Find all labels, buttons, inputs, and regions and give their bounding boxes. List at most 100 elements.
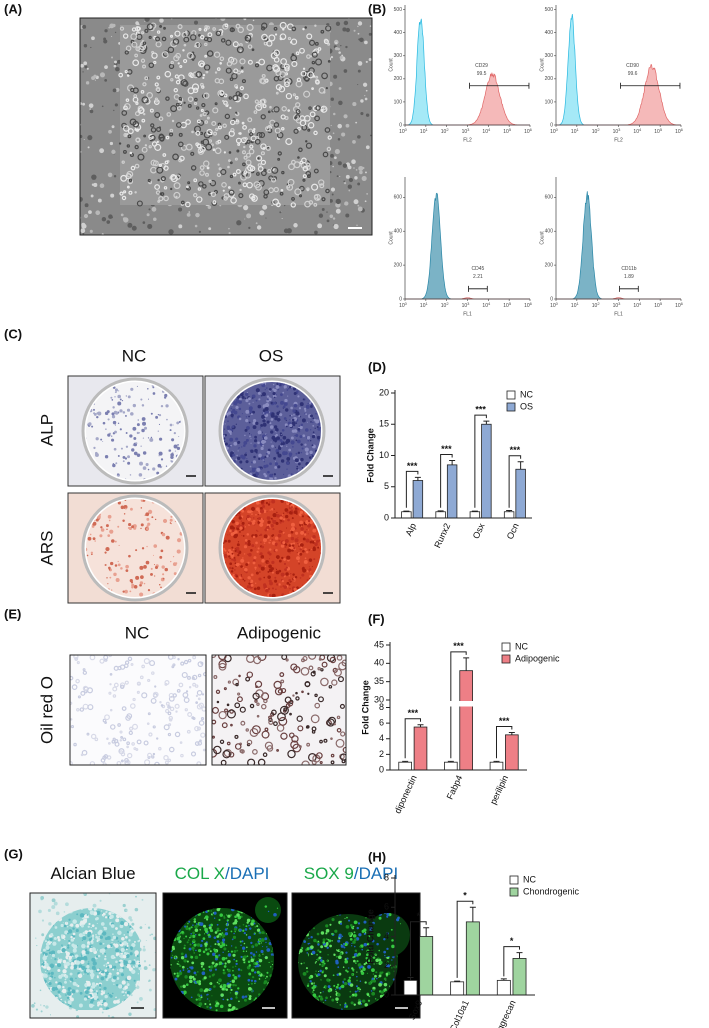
speck bbox=[289, 385, 292, 389]
x-tick-label: 102 bbox=[441, 127, 450, 135]
speck bbox=[135, 21, 139, 25]
speck bbox=[169, 522, 172, 524]
speck bbox=[108, 568, 111, 571]
speck bbox=[80, 228, 86, 234]
speck bbox=[70, 935, 73, 939]
tick-exponent: 6 bbox=[681, 127, 684, 132]
speck bbox=[172, 38, 180, 45]
speck bbox=[265, 464, 269, 468]
speck bbox=[140, 398, 143, 401]
gate-marker: CD45 bbox=[472, 266, 485, 272]
gate-marker: CD29 bbox=[475, 63, 488, 69]
speck bbox=[254, 435, 257, 439]
speck bbox=[57, 984, 62, 989]
speck bbox=[250, 470, 252, 473]
tick-base: 10 bbox=[613, 129, 619, 135]
frame bbox=[79, 17, 373, 236]
speck bbox=[84, 203, 89, 208]
speck bbox=[218, 655, 227, 661]
speck bbox=[252, 749, 258, 755]
speck bbox=[278, 559, 282, 563]
speck bbox=[96, 910, 101, 916]
speck bbox=[108, 566, 111, 570]
speck bbox=[269, 473, 273, 478]
speck bbox=[153, 60, 157, 65]
speck bbox=[236, 543, 240, 547]
speck bbox=[264, 474, 268, 478]
speck bbox=[246, 553, 249, 555]
speck bbox=[107, 514, 112, 519]
speck bbox=[322, 151, 329, 158]
speck bbox=[115, 66, 120, 72]
speck bbox=[57, 990, 61, 994]
tick-exponent: 1 bbox=[425, 301, 428, 306]
speck bbox=[144, 426, 148, 430]
speck bbox=[111, 438, 115, 442]
speck bbox=[289, 552, 291, 554]
speck bbox=[239, 447, 241, 449]
speck bbox=[87, 931, 92, 936]
speck bbox=[142, 948, 146, 952]
tick-exponent: 6 bbox=[530, 301, 533, 306]
speck bbox=[143, 657, 150, 665]
speck bbox=[291, 735, 299, 743]
speck bbox=[289, 732, 295, 739]
speck bbox=[95, 935, 99, 939]
speck bbox=[343, 114, 348, 119]
speck bbox=[61, 937, 63, 939]
speck bbox=[236, 549, 240, 553]
speck bbox=[236, 456, 241, 461]
speck bbox=[268, 411, 271, 413]
speck bbox=[290, 663, 298, 671]
speck bbox=[168, 449, 172, 452]
speck bbox=[243, 545, 248, 549]
speck bbox=[175, 710, 178, 713]
speck bbox=[78, 964, 83, 969]
speck bbox=[87, 972, 89, 975]
gate-percent: 1.89 bbox=[624, 274, 634, 280]
speck bbox=[319, 426, 321, 429]
speck bbox=[75, 989, 79, 993]
speck bbox=[293, 392, 297, 396]
speck bbox=[147, 178, 151, 183]
speck bbox=[223, 547, 226, 551]
panel-label: (G) bbox=[4, 846, 23, 861]
speck bbox=[137, 940, 140, 943]
speck bbox=[260, 555, 265, 559]
speck bbox=[99, 72, 106, 78]
speck bbox=[271, 499, 276, 504]
speck bbox=[114, 388, 119, 392]
speck bbox=[304, 547, 307, 551]
speck bbox=[183, 43, 187, 47]
speck bbox=[76, 708, 80, 712]
speck bbox=[153, 544, 158, 548]
speck bbox=[203, 160, 210, 167]
speck bbox=[250, 434, 253, 436]
speck bbox=[311, 51, 318, 58]
speck bbox=[115, 948, 120, 953]
speck bbox=[244, 453, 247, 457]
y-tick-label: 100 bbox=[545, 99, 554, 105]
speck bbox=[91, 982, 96, 986]
row-header: Oil red O bbox=[37, 676, 56, 744]
speck bbox=[61, 944, 63, 946]
speck bbox=[265, 402, 270, 408]
speck bbox=[274, 567, 276, 569]
speck bbox=[91, 553, 93, 556]
speck bbox=[298, 462, 301, 466]
speck bbox=[288, 579, 292, 582]
speck bbox=[48, 922, 52, 926]
speck bbox=[82, 232, 85, 235]
speck bbox=[260, 394, 263, 397]
speck bbox=[104, 65, 108, 70]
speck bbox=[304, 530, 307, 534]
speck bbox=[234, 734, 239, 739]
speck bbox=[70, 724, 75, 729]
speck bbox=[162, 50, 170, 57]
speck bbox=[99, 999, 103, 1003]
speck bbox=[307, 519, 311, 523]
speck bbox=[266, 399, 270, 403]
speck bbox=[232, 172, 237, 177]
speck bbox=[99, 183, 105, 189]
speck bbox=[147, 522, 151, 526]
